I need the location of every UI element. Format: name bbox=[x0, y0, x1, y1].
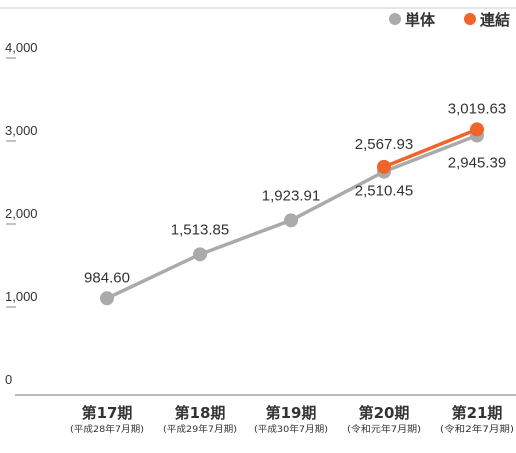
y-tick-label: 2,000 bbox=[5, 206, 38, 221]
consolidated-data-point bbox=[470, 122, 484, 137]
legend-marker bbox=[464, 13, 476, 25]
series-line-consolidated bbox=[383, 127, 478, 169]
data-label: 2,945.39 bbox=[448, 155, 506, 172]
y-tick-label: 4,000 bbox=[5, 40, 38, 55]
data-label: 984.60 bbox=[84, 269, 130, 286]
x-category-sublabel: (平成28年7月期) bbox=[70, 423, 144, 435]
data-label: 3,019.63 bbox=[448, 100, 506, 117]
x-category-sublabel: (令和2年7月期) bbox=[440, 423, 514, 435]
data-label: 1,923.91 bbox=[262, 187, 320, 204]
standalone-data-point bbox=[100, 291, 114, 306]
legend-marker bbox=[389, 13, 401, 25]
x-axis: 第17期(平成28年7月期) 第18期(平成29年7月期) 第19期(平成30年7月… bbox=[70, 404, 514, 435]
consolidated-data-point bbox=[377, 159, 391, 174]
x-category-sublabel: (平成30年7月期) bbox=[254, 423, 328, 435]
data-label: 2,510.45 bbox=[355, 183, 413, 200]
standalone-data-point bbox=[284, 213, 298, 228]
legend-label: 連結 bbox=[480, 11, 510, 29]
x-category-label: 第17期 bbox=[82, 404, 133, 422]
x-category-sublabel: (平成29年7月期) bbox=[163, 423, 237, 435]
x-category-sublabel: (令和元年7月期) bbox=[347, 423, 421, 435]
y-tick-label: 1,000 bbox=[5, 289, 38, 304]
x-category-label: 第21期 bbox=[452, 404, 503, 422]
x-category-label: 第20期 bbox=[359, 404, 410, 422]
data-labels: 984.60 1,513.85 1,923.91 2,510.45 2,945.39 2,… bbox=[84, 100, 506, 286]
y-tick-label: 3,000 bbox=[5, 123, 38, 138]
legend: 単体 連結 bbox=[389, 11, 510, 29]
standalone-data-point bbox=[193, 247, 207, 262]
y-axis: 0 1,000 2,000 3,000 4,000 bbox=[5, 40, 38, 387]
data-label: 2,567.93 bbox=[355, 136, 413, 153]
x-category-label: 第18期 bbox=[175, 404, 226, 422]
y-tick-label: 0 bbox=[5, 372, 12, 387]
legend-label: 単体 bbox=[405, 11, 436, 29]
series-points bbox=[100, 122, 484, 306]
data-label: 1,513.85 bbox=[171, 221, 229, 238]
x-category-label: 第19期 bbox=[266, 404, 317, 422]
